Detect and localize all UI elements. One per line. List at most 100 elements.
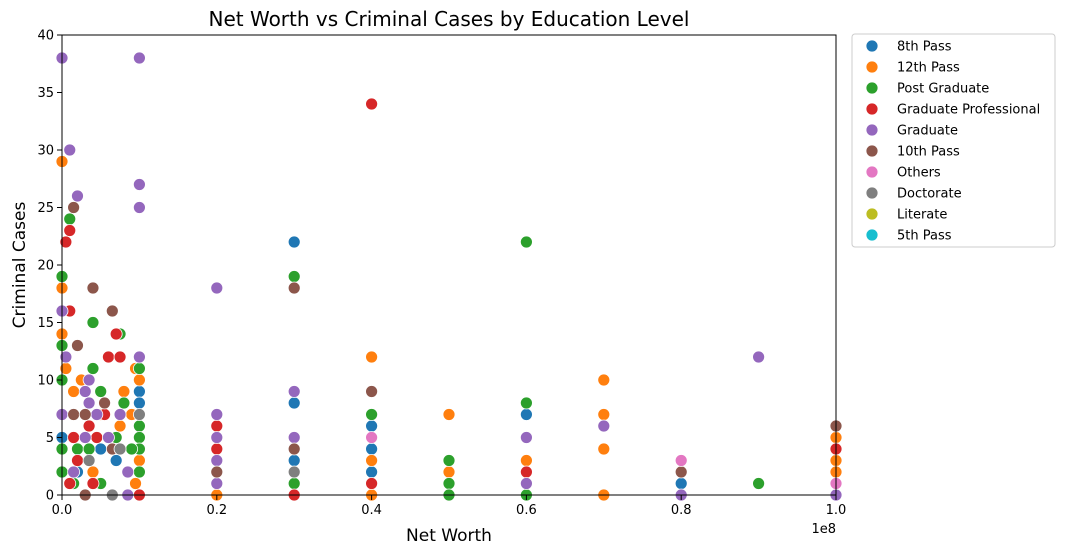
data-point <box>520 396 533 410</box>
data-point <box>597 442 611 456</box>
x-tick-label: 1.0 <box>826 503 847 518</box>
legend-marker <box>865 102 879 116</box>
data-point <box>442 477 456 490</box>
legend-marker <box>865 123 879 137</box>
data-point <box>210 431 224 444</box>
y-tick-label: 40 <box>37 29 54 44</box>
data-point <box>67 385 81 398</box>
plot-area <box>62 35 836 495</box>
legend-frame <box>851 33 1056 248</box>
data-point <box>59 235 73 249</box>
x-tick-label: 0.4 <box>361 503 382 518</box>
data-point <box>520 408 533 421</box>
data-point <box>287 270 301 283</box>
data-point <box>365 350 379 364</box>
legend-label: 10th Pass <box>897 145 960 160</box>
data-point <box>109 454 123 467</box>
data-point <box>287 465 301 479</box>
data-point <box>86 477 100 490</box>
data-point <box>86 362 100 375</box>
data-point <box>121 465 135 479</box>
data-point <box>132 362 146 375</box>
data-point <box>132 431 146 444</box>
data-point <box>113 442 127 456</box>
legend-marker <box>865 81 879 95</box>
y-tick-label: 35 <box>37 86 54 101</box>
y-axis: 0 5 10 15 20 25 30 35 40 <box>37 29 62 504</box>
data-point <box>287 385 301 398</box>
data-point <box>109 327 123 341</box>
data-point <box>67 201 81 214</box>
data-point <box>674 465 688 479</box>
data-point <box>82 419 96 433</box>
data-point <box>597 419 611 433</box>
data-point <box>102 350 115 364</box>
data-point <box>86 465 100 479</box>
legend-label: 12th Pass <box>897 61 960 76</box>
data-point <box>442 454 456 467</box>
data-point <box>63 143 77 157</box>
data-point <box>86 316 100 329</box>
data-point <box>67 431 81 444</box>
data-point <box>71 339 84 352</box>
data-point <box>287 396 301 410</box>
y-tick-label: 0 <box>46 489 54 504</box>
data-point <box>210 442 224 456</box>
y-tick-label: 30 <box>37 144 54 159</box>
data-point <box>365 408 379 421</box>
legend-marker <box>865 144 879 158</box>
data-point <box>210 454 224 467</box>
data-point <box>78 385 92 398</box>
data-point <box>597 408 611 421</box>
data-point <box>90 431 104 444</box>
y-tick-label: 20 <box>37 259 54 274</box>
data-point <box>520 235 533 249</box>
data-point <box>210 419 224 433</box>
data-point <box>365 385 379 398</box>
data-point <box>102 431 115 444</box>
data-point <box>71 189 84 203</box>
data-point <box>520 477 533 490</box>
legend-marker <box>865 186 879 200</box>
chart-title: Net Worth vs Criminal Cases by Education… <box>209 7 690 31</box>
data-point <box>520 431 533 444</box>
legend-label: Literate <box>897 208 947 223</box>
data-point <box>82 373 96 387</box>
data-point <box>98 396 111 410</box>
data-point <box>287 454 301 467</box>
data-point <box>113 419 127 433</box>
data-point <box>132 350 146 364</box>
data-point <box>125 442 139 456</box>
data-point <box>71 442 84 456</box>
data-point <box>82 442 96 456</box>
data-point <box>113 350 127 364</box>
data-point <box>365 477 379 490</box>
x-axis-label: Net Worth <box>406 526 492 546</box>
legend-marker <box>865 165 879 179</box>
y-tick-label: 10 <box>37 374 54 389</box>
x-tick-label: 0.8 <box>671 503 692 518</box>
y-axis-label: Criminal Cases <box>10 202 30 329</box>
legend-label: Post Graduate <box>897 82 989 97</box>
data-point <box>94 385 108 398</box>
data-point <box>442 465 456 479</box>
data-point <box>117 396 131 410</box>
y-tick-label: 5 <box>46 431 54 446</box>
legend-marker <box>865 207 879 221</box>
legend-label: 5th Pass <box>897 229 952 244</box>
data-point <box>132 51 146 65</box>
data-point <box>82 396 96 410</box>
data-point <box>674 454 688 467</box>
legend-label: 8th Pass <box>897 40 952 55</box>
legend-marker <box>865 228 879 242</box>
data-point <box>365 454 379 467</box>
data-point <box>365 442 379 456</box>
data-point <box>132 396 146 410</box>
legend-label: Graduate Professional <box>897 103 1040 118</box>
data-point <box>63 212 77 226</box>
data-point <box>520 454 533 467</box>
data-point <box>59 350 73 364</box>
data-point <box>210 465 224 479</box>
data-point <box>132 178 146 191</box>
data-point <box>113 408 127 421</box>
